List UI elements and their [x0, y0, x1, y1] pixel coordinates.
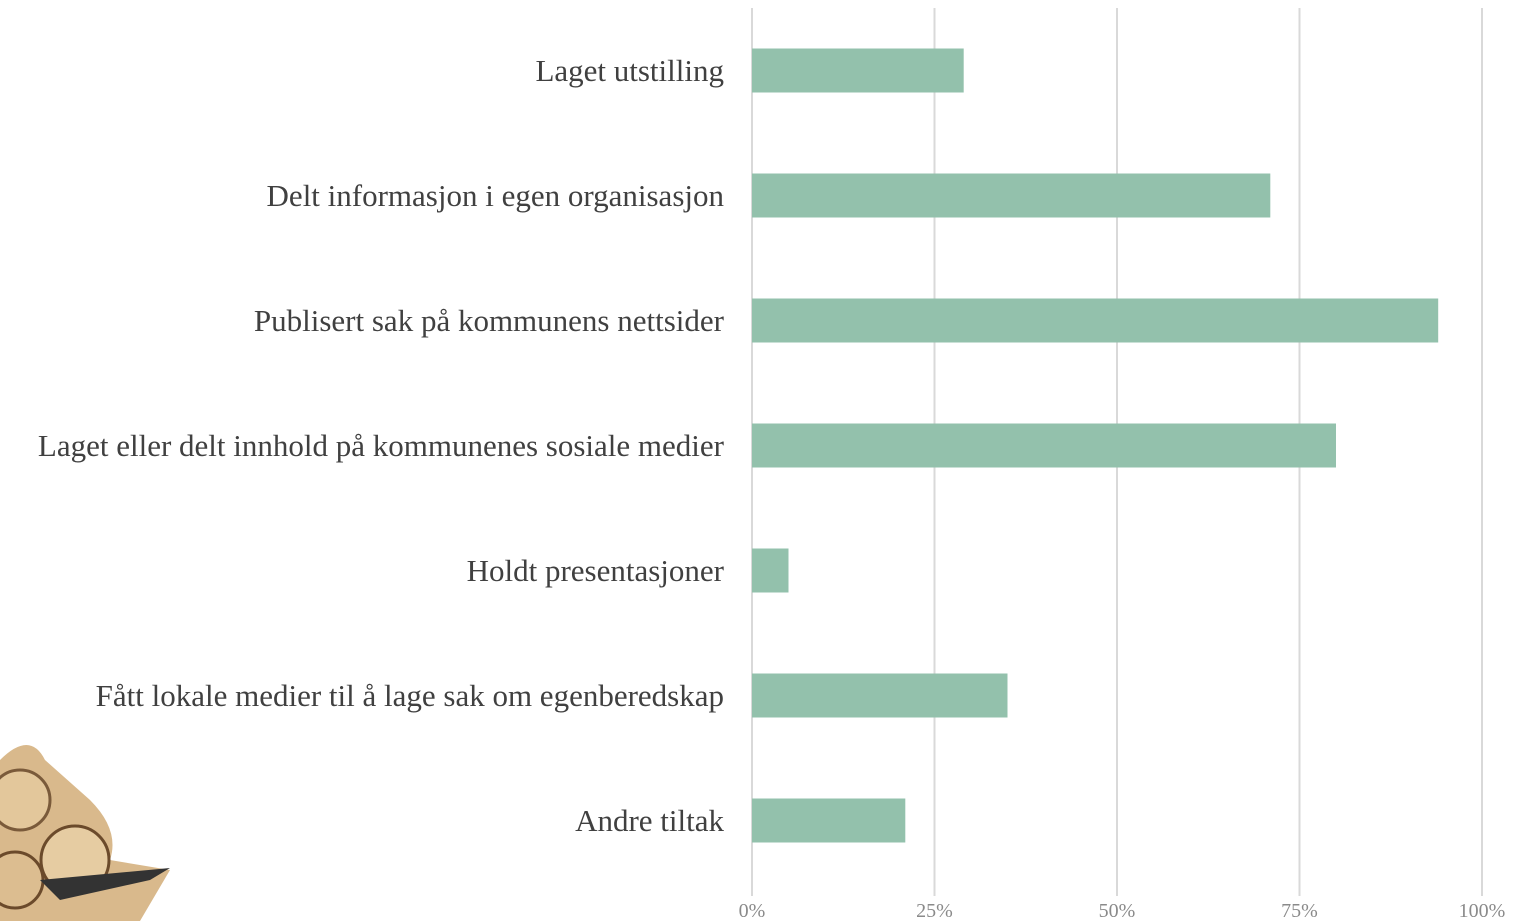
- bar: [752, 799, 905, 843]
- y-label-wrap: Holdt presentasjoner: [0, 508, 724, 633]
- y-label-wrap: Publisert sak på kommunens nettsider: [0, 258, 724, 383]
- y-tick-label: Publisert sak på kommunens nettsider: [254, 302, 724, 339]
- y-label-wrap: Laget eller delt innhold på kommunenes s…: [0, 383, 724, 508]
- y-tick-label: Laget utstilling: [535, 52, 724, 89]
- bar: [752, 424, 1336, 468]
- bar: [752, 299, 1438, 343]
- bar: [752, 674, 1008, 718]
- y-tick-label: Laget eller delt innhold på kommunenes s…: [38, 427, 724, 464]
- x-tick-label: 75%: [1281, 900, 1318, 921]
- y-tick-label: Holdt presentasjoner: [467, 552, 724, 589]
- x-tick-label: 50%: [1099, 900, 1136, 921]
- y-label-wrap: Andre tiltak: [0, 758, 724, 883]
- y-tick-label: Fått lokale medier til å lage sak om ege…: [96, 677, 724, 714]
- bar: [752, 174, 1270, 218]
- x-tick-label: 0%: [739, 900, 766, 921]
- x-tick-label: 25%: [916, 900, 953, 921]
- y-tick-label: Delt informasjon i egen organisasjon: [267, 177, 724, 214]
- y-label-wrap: Fått lokale medier til å lage sak om ege…: [0, 633, 724, 758]
- y-tick-label: Andre tiltak: [575, 802, 724, 839]
- bar: [752, 49, 964, 93]
- y-label-wrap: Laget utstilling: [0, 8, 724, 133]
- bar: [752, 549, 789, 593]
- x-tick-label: 100%: [1459, 900, 1506, 921]
- y-label-wrap: Delt informasjon i egen organisasjon: [0, 133, 724, 258]
- page: {"chart_data": {"type": "bar", "orientat…: [0, 0, 1518, 921]
